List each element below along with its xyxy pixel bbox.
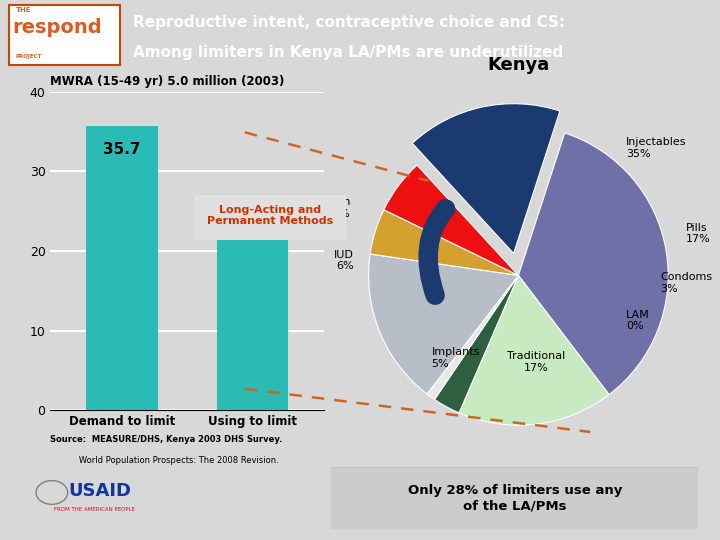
Wedge shape xyxy=(427,275,518,400)
Wedge shape xyxy=(370,210,518,275)
Text: Reproductive intent, contraceptive choice and CS:: Reproductive intent, contraceptive choic… xyxy=(133,16,565,30)
Title: Kenya: Kenya xyxy=(487,56,549,73)
Wedge shape xyxy=(435,275,518,413)
Text: Long-Acting and
Permanent Methods: Long-Acting and Permanent Methods xyxy=(207,205,333,226)
Text: 25: 25 xyxy=(242,227,263,242)
Text: Condoms
3%: Condoms 3% xyxy=(661,272,713,294)
Text: 35.7: 35.7 xyxy=(103,142,141,157)
Wedge shape xyxy=(518,133,668,395)
FancyArrowPatch shape xyxy=(428,209,446,295)
FancyBboxPatch shape xyxy=(9,5,120,65)
Text: MWRA (15-49 yr) 5.0 million (2003): MWRA (15-49 yr) 5.0 million (2003) xyxy=(50,75,285,88)
Wedge shape xyxy=(369,254,518,394)
Text: Pills
17%: Pills 17% xyxy=(686,222,711,244)
Text: IUD
6%: IUD 6% xyxy=(334,249,354,271)
Text: Among limiters in Kenya LA/PMs are underutilized: Among limiters in Kenya LA/PMs are under… xyxy=(133,45,564,60)
Text: PROJECT: PROJECT xyxy=(16,54,42,59)
Text: World Population Prospects: The 2008 Revision.: World Population Prospects: The 2008 Rev… xyxy=(50,456,279,465)
Wedge shape xyxy=(384,165,518,275)
Text: respond: respond xyxy=(12,18,102,37)
Wedge shape xyxy=(459,275,609,425)
FancyBboxPatch shape xyxy=(192,193,348,241)
Bar xyxy=(217,211,288,410)
Text: USAID: USAID xyxy=(68,482,132,501)
Wedge shape xyxy=(413,104,560,253)
Text: Traditional
17%: Traditional 17% xyxy=(508,352,565,373)
Text: Source:  MEASURE/DHS, Kenya 2003 DHS Survey.: Source: MEASURE/DHS, Kenya 2003 DHS Surv… xyxy=(50,435,283,444)
Text: FROM THE AMERICAN PEOPLE: FROM THE AMERICAN PEOPLE xyxy=(54,507,135,511)
Bar xyxy=(86,126,158,410)
FancyBboxPatch shape xyxy=(324,466,706,530)
Text: Implants
5%: Implants 5% xyxy=(431,347,480,369)
Text: Only 28% of limiters use any
of the LA/PMs: Only 28% of limiters use any of the LA/P… xyxy=(408,484,622,512)
Text: THE: THE xyxy=(16,7,32,13)
Text: LAM
0%: LAM 0% xyxy=(626,309,650,331)
Text: Injectables
35%: Injectables 35% xyxy=(626,137,687,159)
Text: Sterilization
17%: Sterilization 17% xyxy=(284,197,351,219)
